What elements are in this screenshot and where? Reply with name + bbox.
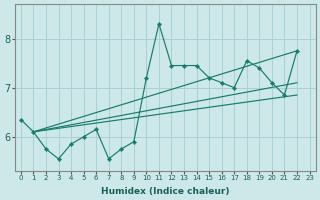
X-axis label: Humidex (Indice chaleur): Humidex (Indice chaleur) bbox=[101, 187, 229, 196]
